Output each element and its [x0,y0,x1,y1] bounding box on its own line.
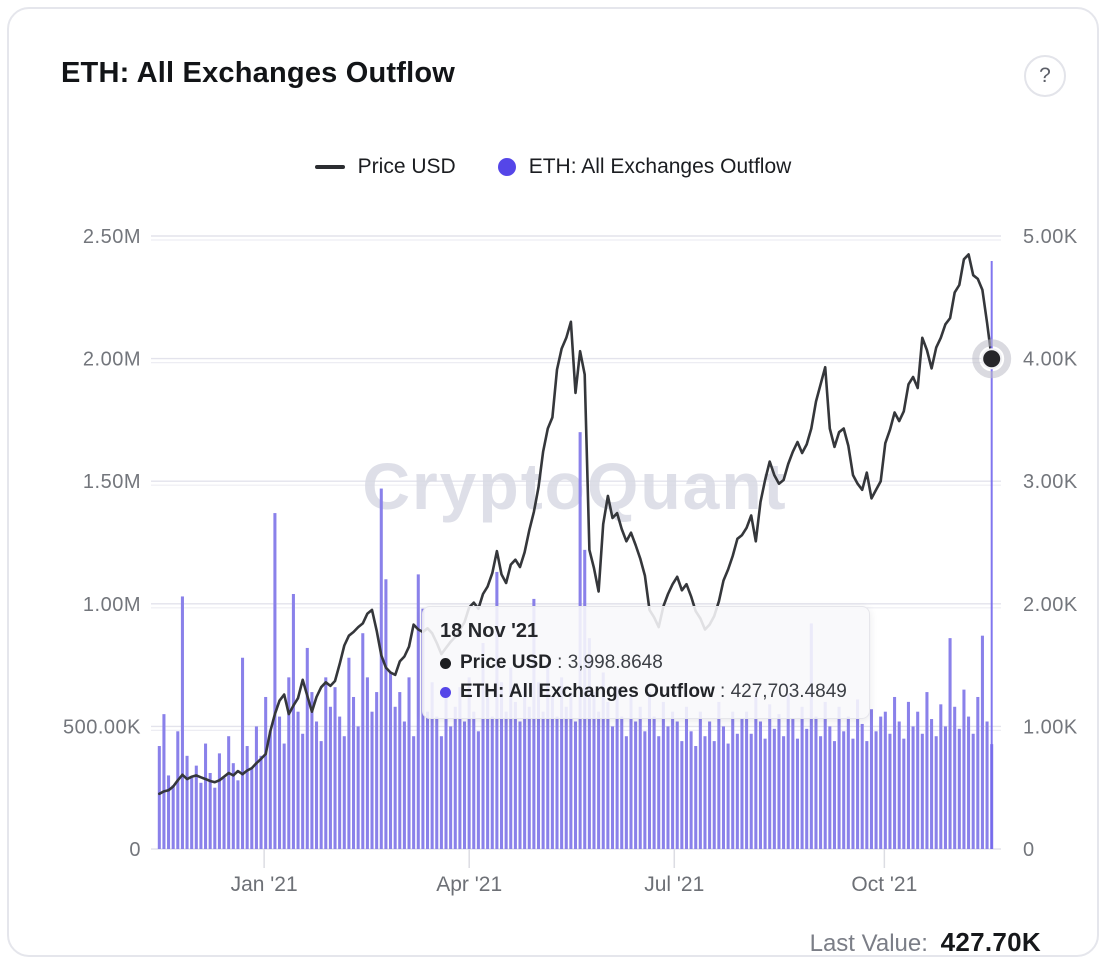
price-bullet-icon [440,658,451,669]
tooltip-price-value: 3,998.8648 [568,652,663,674]
tooltip-separator: : [552,652,568,674]
tooltip-price-label: Price USD [460,652,552,674]
last-value-number: 427.70K [941,927,1041,957]
svg-text:1.00K: 1.00K [1023,716,1078,738]
chart-card: ETH: All Exchanges Outflow ? Price USD E… [7,7,1099,957]
tooltip-outflow-label: ETH: All Exchanges Outflow [460,681,715,703]
svg-text:Jul '21: Jul '21 [644,873,704,896]
svg-text:Oct '21: Oct '21 [851,873,917,896]
last-value: Last Value: 427.70K [810,927,1041,958]
svg-text:2.50M: 2.50M [83,226,141,248]
svg-text:5.00K: 5.00K [1023,226,1078,248]
svg-text:0: 0 [1023,839,1035,861]
svg-text:2.00K: 2.00K [1023,594,1078,616]
tooltip-separator: : [715,681,731,703]
chart-tooltip: 18 Nov '21 Price USD : 3,998.8648 ETH: A… [422,606,870,719]
svg-text:4.00K: 4.00K [1023,349,1078,371]
tooltip-outflow-value: 427,703.4849 [731,681,847,703]
svg-text:CryptoQuant: CryptoQuant [362,449,787,523]
svg-text:Jan '21: Jan '21 [231,873,298,896]
svg-text:1.00M: 1.00M [83,594,141,616]
tooltip-date: 18 Nov '21 [440,620,847,643]
outflow-bullet-icon [440,687,451,698]
svg-text:0: 0 [129,839,141,861]
tooltip-row-price: Price USD : 3,998.8648 [440,652,847,674]
chart-plot[interactable]: 2.50M 5.00K 2.00M 4.00K 1.50M 3.00K 1.00M 2.00K… [9,9,1106,973]
svg-text:2.00M: 2.00M [83,349,141,371]
svg-text:500.00K: 500.00K [63,716,141,738]
svg-text:Apr '21: Apr '21 [436,873,502,896]
svg-text:3.00K: 3.00K [1023,471,1078,493]
tooltip-row-outflow: ETH: All Exchanges Outflow : 427,703.484… [440,681,847,703]
last-value-label: Last Value: [810,930,928,957]
svg-text:1.50M: 1.50M [83,471,141,493]
